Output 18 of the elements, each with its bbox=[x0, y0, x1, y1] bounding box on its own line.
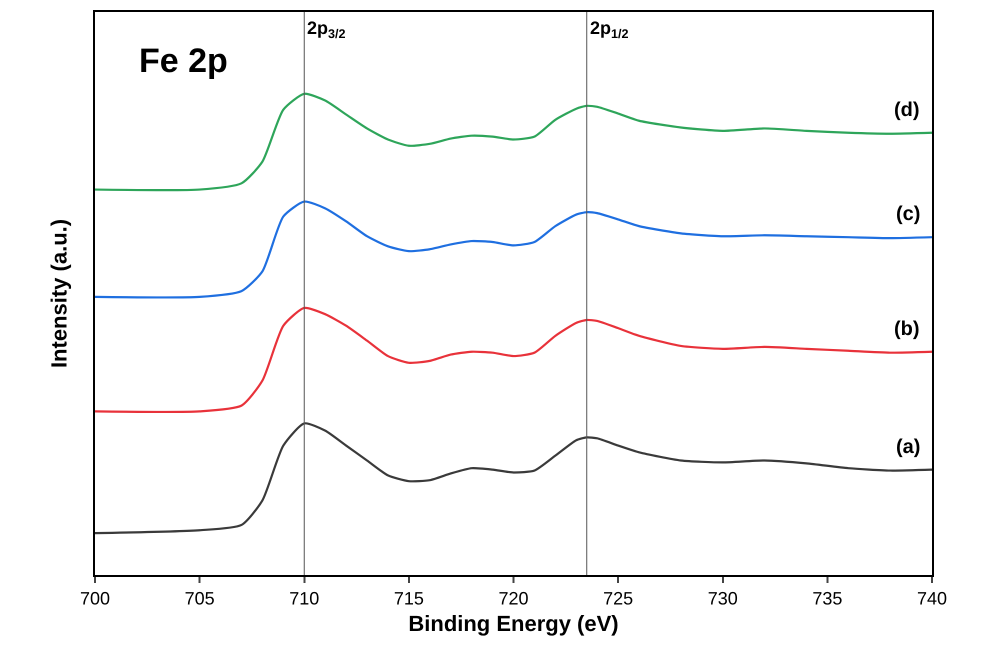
x-axis-title: Binding Energy (eV) bbox=[408, 611, 619, 636]
x-tick-label: 710 bbox=[289, 588, 320, 609]
x-tick-label: 720 bbox=[498, 588, 529, 609]
x-tick-label: 725 bbox=[603, 588, 634, 609]
x-tick-label: 715 bbox=[394, 588, 424, 609]
ref-line-label: 2p$_{1/2}$ bbox=[590, 18, 629, 41]
series-label: (a) bbox=[896, 436, 920, 458]
x-tick-label: 705 bbox=[184, 588, 215, 609]
x-tick-label: 700 bbox=[80, 588, 110, 609]
series-label: (d) bbox=[894, 99, 920, 121]
ref-line-label: 2p$_{3/2}$ bbox=[307, 18, 346, 41]
x-tick-label: 735 bbox=[812, 588, 842, 609]
y-axis-title: Intensity (a.u.) bbox=[46, 218, 72, 368]
text: Fe 2p bbox=[139, 42, 228, 80]
x-tick-label: 740 bbox=[916, 588, 948, 609]
series-label: (b) bbox=[894, 318, 920, 340]
series-label: (c) bbox=[896, 203, 920, 225]
x-tick-label: 730 bbox=[708, 588, 738, 609]
